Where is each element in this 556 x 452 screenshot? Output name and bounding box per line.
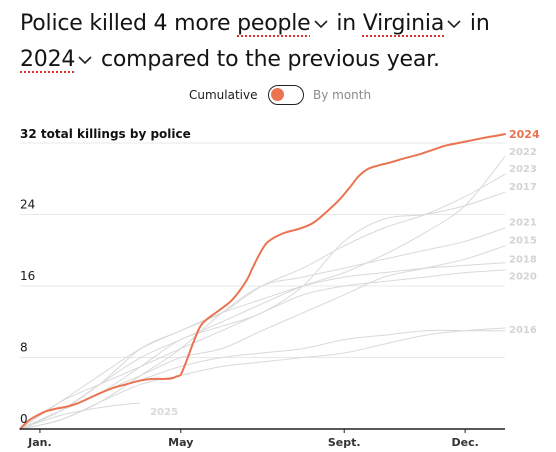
series-line-2021 <box>19 227 506 430</box>
toggle-by-month-label[interactable]: By month <box>313 88 372 102</box>
location-selector[interactable]: Virginia <box>362 11 445 36</box>
highlight-line <box>19 133 506 430</box>
total-annotation: 32 total killings by police <box>20 127 191 141</box>
series-line-2019 <box>19 327 506 430</box>
series-line-2018 <box>19 262 506 430</box>
axes <box>20 428 505 433</box>
toggle-knob <box>271 88 284 101</box>
gridlines <box>20 142 505 358</box>
chevron-down-icon[interactable] <box>313 19 328 29</box>
x-tick-label: Jan. <box>27 436 52 449</box>
series-line-2025 <box>19 402 141 430</box>
series-label-2025: 2025 <box>150 407 178 418</box>
series-label-2022: 2022 <box>509 147 537 158</box>
y-tick-label: 0 <box>20 412 28 426</box>
labels: 0 8 16 24 Jan. May Sept. Dec. 2024 2022 2023 2017 20… <box>20 128 540 449</box>
series-label-2021: 2021 <box>509 218 537 229</box>
headline-text-3: in <box>469 11 490 36</box>
view-toggle: Cumulative By month <box>0 85 556 107</box>
y-tick-label: 8 <box>20 341 28 355</box>
series-line-2024 <box>19 133 506 430</box>
headline-text-2: in <box>336 11 356 36</box>
series-line-2017 <box>19 191 506 430</box>
x-tick-label: Dec. <box>451 436 478 449</box>
toggle-cumulative-label[interactable]: Cumulative <box>189 88 258 102</box>
headline-text-4: compared to the previous year. <box>101 47 440 72</box>
cumulative-killings-chart: 0 8 16 24 Jan. May Sept. Dec. 2024 2022 2023 2017 20… <box>19 127 540 449</box>
view-toggle-switch[interactable] <box>268 85 304 105</box>
series-line-2023 <box>19 173 506 430</box>
year-selector[interactable]: 2024 <box>20 47 76 72</box>
chevron-down-icon[interactable] <box>78 55 92 65</box>
x-tick-label: May <box>168 436 193 449</box>
y-tick-label: 16 <box>20 269 35 283</box>
series-label-2016: 2016 <box>509 325 537 336</box>
series-label-2017: 2017 <box>509 182 537 193</box>
series-label-2015: 2015 <box>509 236 537 247</box>
other-years-lines <box>19 155 506 430</box>
x-tick-label: Sept. <box>328 436 361 449</box>
series-label-2023: 2023 <box>509 164 537 175</box>
series-label-2024: 2024 <box>509 128 540 141</box>
chevron-down-icon[interactable] <box>447 19 461 29</box>
series-line-2015 <box>19 245 506 430</box>
series-line-2022 <box>19 155 506 430</box>
headline: Police killed 4 more people in Virginia … <box>20 6 550 78</box>
headline-text-1: Police killed 4 more <box>20 11 231 36</box>
y-tick-label: 24 <box>20 198 35 212</box>
who-selector[interactable]: people <box>237 11 311 36</box>
series-label-2018: 2018 <box>509 254 537 265</box>
series-label-2020: 2020 <box>509 271 537 282</box>
series-line-2020 <box>19 269 506 430</box>
